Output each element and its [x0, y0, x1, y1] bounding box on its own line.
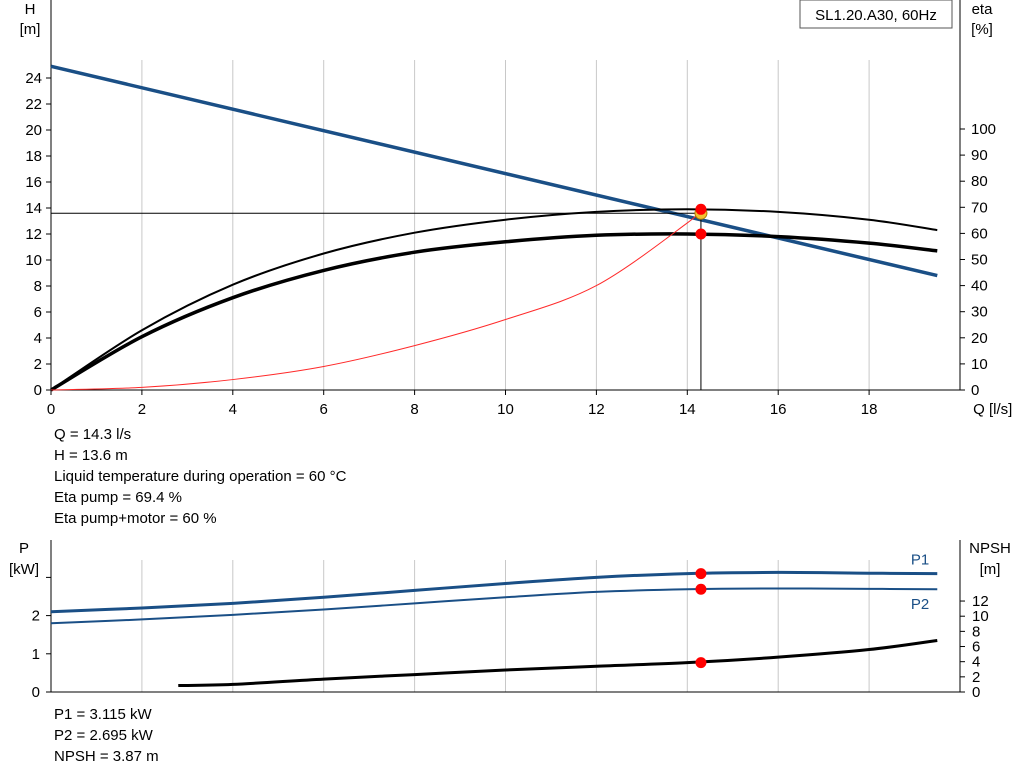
- info-npsh: NPSH = 3.87 m: [54, 748, 159, 765]
- q-tick-label-5: 10: [497, 401, 514, 418]
- curve-eta-pump: [50, 208, 702, 391]
- head-tick-label-6: 12: [25, 226, 42, 243]
- head-tick-label-10: 20: [25, 122, 42, 139]
- q-tick-label-0: 0: [47, 401, 55, 418]
- info-q: Q = 14.3 l/s: [54, 426, 132, 443]
- power-tick-label-1: 1: [32, 646, 40, 663]
- head-tick-label-11: 22: [25, 96, 42, 113]
- head-tick-label-5: 10: [25, 252, 42, 269]
- curve-npsh: [178, 638, 938, 688]
- npsh-tick-label-1: 2: [972, 669, 980, 686]
- power-axis-unit: [kW]: [9, 561, 39, 578]
- head-axis-unit: [m]: [20, 21, 41, 38]
- info-p1: P1 = 3.115 kW: [54, 706, 152, 723]
- npsh-tick-label-0: 0: [972, 684, 980, 701]
- op-point-head-marker: [695, 203, 707, 215]
- info-temperature: Liquid temperature during operation = 60…: [54, 468, 347, 485]
- head-tick-label-9: 18: [25, 148, 42, 165]
- eta-tick-label-10: 100: [971, 121, 996, 138]
- q-tick-label-6: 12: [588, 401, 605, 418]
- head-tick-label-0: 0: [34, 382, 42, 399]
- series-label-p1: P1: [911, 552, 929, 569]
- axis-labels: H[m]eta[%]024681012141618202224010203040…: [9, 1, 1012, 701]
- q-tick-label-4: 8: [410, 401, 418, 418]
- npsh-tick-label-2: 4: [972, 654, 980, 671]
- power-chart-plot: P1 P2: [50, 552, 938, 688]
- model-label: SL1.20.A30, 60Hz: [815, 7, 937, 24]
- npsh-tick-label-6: 12: [972, 593, 989, 610]
- npsh-tick-label-4: 8: [972, 623, 980, 640]
- q-tick-label-3: 6: [320, 401, 328, 418]
- op-point-p1-marker: [695, 568, 707, 580]
- eta-tick-label-4: 40: [971, 278, 988, 295]
- curve-p2: [50, 587, 938, 625]
- npsh-tick-label-3: 6: [972, 639, 980, 656]
- info-eta-pump: Eta pump = 69.4 %: [54, 489, 182, 506]
- curve-system: [50, 64, 938, 278]
- eta-tick-label-8: 80: [971, 173, 988, 190]
- series-label-p2: P2: [911, 596, 929, 613]
- q-tick-label-1: 2: [138, 401, 146, 418]
- npsh-tick-label-5: 10: [972, 608, 989, 625]
- eta-tick-label-1: 10: [971, 356, 988, 373]
- info-p2: P2 = 2.695 kW: [54, 727, 153, 744]
- eta-tick-label-5: 50: [971, 252, 988, 269]
- power-tick-label-0: 0: [32, 684, 40, 701]
- head-tick-label-3: 6: [34, 304, 42, 321]
- head-tick-label-8: 16: [25, 174, 42, 191]
- head-tick-label-2: 4: [34, 330, 42, 347]
- info-eta-pump-motor: Eta pump+motor = 60 %: [54, 510, 217, 527]
- model-box: SL1.20.A30, 60Hz: [799, 0, 953, 29]
- bottom-info-block: P1 = 3.115 kW P2 = 2.695 kW NPSH = 3.87 …: [54, 704, 159, 767]
- head-chart-plot: [50, 64, 938, 392]
- eta-axis-title: eta: [972, 1, 994, 18]
- top-info-block: Q = 14.3 l/s H = 13.6 m Liquid temperatu…: [54, 424, 346, 529]
- eta-tick-label-0: 0: [971, 382, 979, 399]
- head-tick-label-4: 8: [34, 278, 42, 295]
- q-tick-label-2: 4: [229, 401, 237, 418]
- curve-head-thick: [50, 232, 938, 392]
- head-tick-label-12: 24: [25, 70, 42, 87]
- q-axis-title: Q [l/s]: [973, 401, 1012, 418]
- eta-tick-label-9: 90: [971, 147, 988, 164]
- q-tick-label-7: 14: [679, 401, 696, 418]
- q-tick-label-9: 18: [861, 401, 878, 418]
- head-tick-label-7: 14: [25, 200, 42, 217]
- power-axis-title: P: [19, 540, 29, 557]
- q-tick-label-8: 16: [770, 401, 787, 418]
- info-h: H = 13.6 m: [54, 447, 128, 464]
- op-point-head-thick-marker: [695, 228, 707, 240]
- power-tick-label-2: 2: [32, 608, 40, 625]
- eta-tick-label-6: 60: [971, 225, 988, 242]
- op-point-p2-marker: [695, 583, 707, 595]
- curve-p1: [50, 570, 938, 614]
- eta-tick-label-3: 30: [971, 304, 988, 321]
- eta-axis-unit: [%]: [971, 21, 993, 38]
- op-point-npsh-marker: [695, 657, 707, 669]
- eta-tick-label-2: 20: [971, 330, 988, 347]
- head-tick-label-1: 2: [34, 356, 42, 373]
- power-chart-grid: [50, 540, 961, 693]
- curve-head-thin: [50, 208, 938, 391]
- head-chart-grid: [50, 0, 961, 391]
- npsh-axis-title: NPSH: [969, 540, 1011, 557]
- eta-tick-label-7: 70: [971, 199, 988, 216]
- head-axis-title: H: [25, 1, 36, 18]
- npsh-axis-unit: [m]: [980, 561, 1001, 578]
